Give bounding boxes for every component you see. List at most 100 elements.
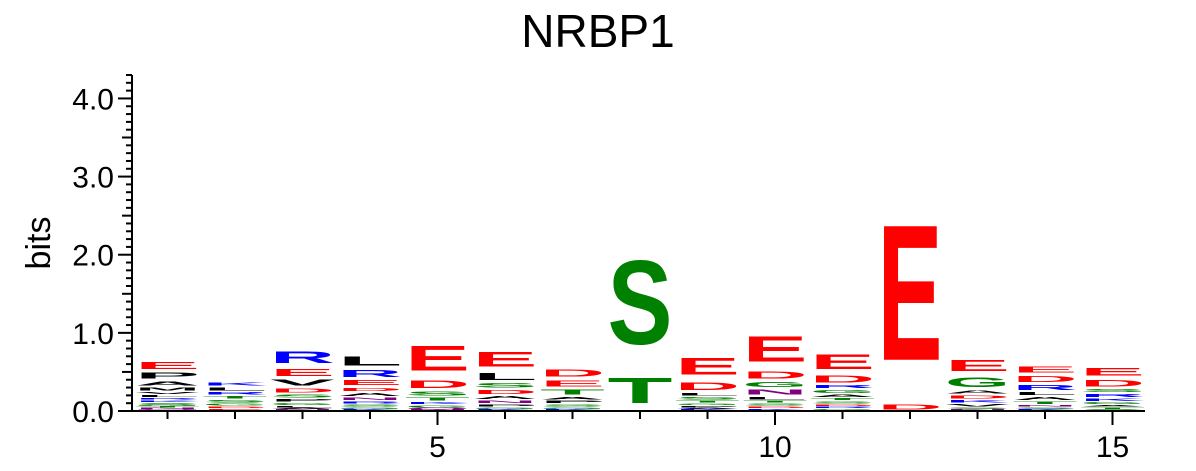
logo-letter-T-pos9: T xyxy=(675,400,740,403)
logo-letter-A-pos11: A xyxy=(810,394,875,398)
logo-letter-D-pos2: D xyxy=(203,406,268,408)
logo-letter-R-pos2: R xyxy=(203,391,268,395)
logo-letter-L-pos10: L xyxy=(743,396,808,400)
logo-letter-G-pos2: G xyxy=(203,403,268,406)
logo-letter-D-pos13: D xyxy=(945,395,1010,400)
logo-letter-N-pos1: N xyxy=(135,408,200,410)
logo-letter-E-pos13: E xyxy=(945,357,1010,374)
logo-letter-R-pos3: R xyxy=(270,348,335,367)
logo-letter-S-pos11: S xyxy=(810,401,875,404)
logo-letter-P-pos9: P xyxy=(675,406,740,408)
logo-letter-A-pos7: A xyxy=(540,396,605,400)
logo-letter-G-pos6: G xyxy=(473,407,538,409)
logo-letter-E-pos3: E xyxy=(270,366,335,378)
logo-letter-S-pos6: S xyxy=(473,382,538,389)
logo-letter-E-pos7: E xyxy=(540,379,605,388)
y-tick-label: 0.0 xyxy=(72,396,114,429)
logo-letter-D-pos12: D xyxy=(878,402,943,411)
logo-letter-D-pos3: D xyxy=(270,388,335,394)
logo-letter-G-pos15: G xyxy=(1080,402,1145,405)
logo-letter-T-pos2: T xyxy=(203,395,268,399)
logo-letter-S-pos9: S xyxy=(675,396,740,400)
logo-letter-A-pos15: A xyxy=(1080,405,1145,407)
logo-letter-G-pos7: G xyxy=(540,407,605,409)
logo-letter-N-pos10: N xyxy=(743,388,808,396)
logo-letter-P-pos7: P xyxy=(540,400,605,404)
logo-letter-L-pos6: L xyxy=(473,371,538,382)
logo-letter-L-pos4: L xyxy=(338,354,403,368)
logo-letter-G-pos3: G xyxy=(270,402,335,405)
logo-letter-T-pos15: T xyxy=(1080,407,1145,409)
logo-letter-E-pos15: E xyxy=(1080,366,1145,379)
logo-letter-L-pos2: L xyxy=(203,387,268,392)
chart-title: NRBP1 xyxy=(521,5,675,57)
logo-letter-E-pos12: E xyxy=(878,184,943,401)
logo-letter-L-pos9: L xyxy=(675,392,740,396)
logo-letter-R-pos4: R xyxy=(338,401,403,404)
logo-letter-A-pos13: A xyxy=(945,390,1010,395)
logo-letter-S-pos2: S xyxy=(203,399,268,403)
logo-letter-G-pos4: G xyxy=(338,407,403,409)
logo-letter-D-pos9: D xyxy=(675,380,740,393)
logo-letter-S-pos14: S xyxy=(1013,407,1078,409)
logo-letter-E-pos6: E xyxy=(473,348,538,371)
logo-letter-E-pos10: E xyxy=(743,329,808,370)
logo-letter-R-pos11: R xyxy=(810,384,875,389)
logo-letter-K-pos13: K xyxy=(945,399,1010,403)
logo-letter-A-pos4: A xyxy=(338,392,403,397)
logo-letter-E-pos14: E xyxy=(1013,365,1078,374)
logo-letter-A-pos6: A xyxy=(473,395,538,400)
logo-letter-D-pos11: D xyxy=(810,404,875,406)
logo-letter-T-pos10: T xyxy=(743,400,808,403)
logo-letter-V-pos1: V xyxy=(135,391,200,394)
logo-letter-N-pos14: N xyxy=(1013,405,1078,407)
logo-letter-E-pos11: E xyxy=(810,350,875,373)
y-tick-label: 3.0 xyxy=(72,162,114,195)
logo-letter-S-pos15: S xyxy=(1080,388,1145,393)
logo-letter-V-pos3: V xyxy=(270,378,335,387)
x-tick-label: 5 xyxy=(429,431,446,464)
logo-letter-S-pos8: S xyxy=(608,236,673,370)
logo-letter-S-pos4: S xyxy=(338,404,403,407)
logo-letter-T-pos5: T xyxy=(405,397,470,402)
logo-letter-K-pos1: K xyxy=(135,400,200,402)
logo-letter-G-pos11: G xyxy=(810,389,875,394)
logo-letter-A-pos14: A xyxy=(1013,396,1078,401)
logo-letter-R-pos15: R xyxy=(1080,393,1145,398)
logo-letter-D-pos14: D xyxy=(1013,374,1078,383)
logo-letter-T-pos11: T xyxy=(810,398,875,401)
logo-letter-S-pos13: S xyxy=(945,407,1010,409)
logo-letter-P-pos1: P xyxy=(135,371,200,380)
axis-layer: 0.0 1.0 2.0 3.0 4.0 5 10 15 bits xyxy=(20,74,1145,464)
logo-letter-N-pos4: N xyxy=(338,397,403,401)
logo-letter-K-pos5: K xyxy=(405,402,470,405)
logo-letter-K-pos15: K xyxy=(1080,398,1145,402)
logo-letter-D-pos10: D xyxy=(743,406,808,408)
logo-letter-L-pos1: L xyxy=(135,395,200,398)
glyph-layer: QNTGSKRLVMAPEEDGSTRLKNALGPSDVERKGSRNADER… xyxy=(135,184,1145,411)
logo-letter-G-pos1: G xyxy=(135,405,200,407)
logo-letter-D-pos5: D xyxy=(405,378,470,391)
logo-letter-S-pos3: S xyxy=(270,394,335,399)
logo-letter-T-pos1: T xyxy=(135,406,200,408)
logo-letter-G-pos11: G xyxy=(810,409,875,411)
logo-letter-E-pos2: E xyxy=(203,409,268,411)
logo-letter-G-pos9: G xyxy=(675,403,740,405)
logo-letter-L-pos3: L xyxy=(270,406,335,408)
logo-letter-D-pos11: D xyxy=(810,373,875,384)
logo-letter-T-pos7: T xyxy=(540,388,605,396)
logo-letter-P-pos6: P xyxy=(473,404,538,407)
logo-letter-E-pos4: E xyxy=(338,379,403,387)
x-tick-label: 15 xyxy=(1096,431,1129,464)
logo-letter-S-pos1: S xyxy=(135,402,200,404)
y-tick-label: 1.0 xyxy=(72,318,114,351)
logo-letter-A-pos9: A xyxy=(675,408,740,410)
logo-letter-D-pos10: D xyxy=(743,370,808,381)
logo-letter-T-pos8: T xyxy=(608,370,673,411)
logo-letter-M-pos1: M xyxy=(135,387,200,392)
logo-letter-G-pos10: G xyxy=(743,380,808,388)
logo-letter-L-pos14: L xyxy=(1013,391,1078,396)
logo-letter-A-pos1: A xyxy=(135,380,200,386)
logo-letter-R-pos14: R xyxy=(1013,384,1078,392)
